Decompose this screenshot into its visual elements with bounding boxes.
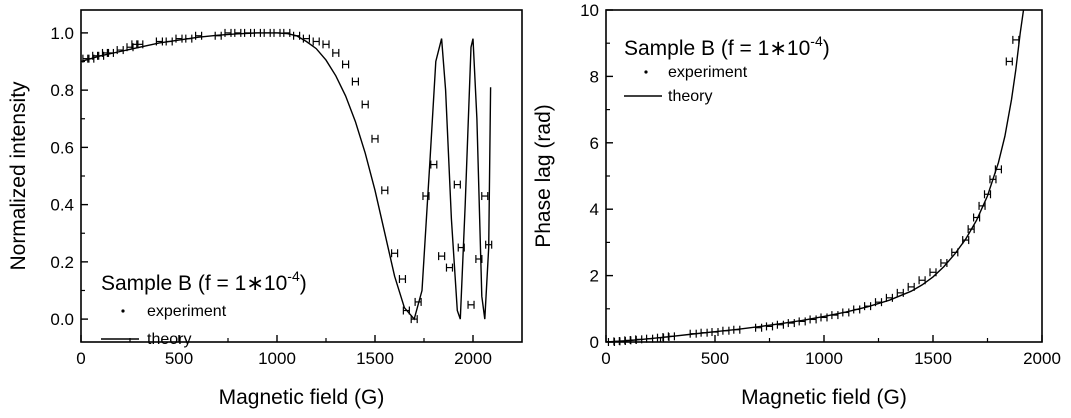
left-panel: 0 500 1000 1500 2000 0.0 0.2 0.4 0.6 0.8 1.0 Magnet…	[7, 9, 523, 409]
right-legend-experiment-marker	[644, 70, 648, 74]
left-experiment-point	[302, 34, 310, 43]
left-ytick-label: 0.2	[50, 253, 74, 272]
right-legend: Sample B (f = 1∗10-4) experiment theory	[624, 33, 830, 105]
right-experiment-point	[896, 288, 904, 297]
left-legend-title: Sample B (f = 1∗10-4)	[101, 268, 307, 295]
left-experiment-point	[195, 31, 203, 40]
right-ytick-label: 10	[580, 1, 599, 20]
right-xtick-label: 0	[601, 349, 610, 368]
left-experiment-point	[175, 34, 183, 43]
left-xtick-label: 2000	[454, 349, 492, 368]
left-xtick-label: 1500	[356, 349, 394, 368]
left-theory-curve	[81, 32, 492, 321]
right-ytick-label: 2	[590, 267, 599, 286]
left-experiment-point	[332, 48, 340, 57]
left-legend: Sample B (f = 1∗10-4) experiment theory	[101, 268, 307, 348]
left-experiment-point	[116, 46, 124, 55]
left-experiment-point	[453, 180, 461, 189]
right-ytick-label: 4	[590, 200, 599, 219]
left-experiment-point	[322, 40, 330, 49]
right-experiment-point	[754, 323, 763, 332]
right-panel: 0 500 1000 1500 2000 0 2 4 6 8 10 Magnetic field (G…	[532, 1, 1061, 409]
right-legend-label-experiment: experiment	[668, 64, 748, 81]
left-experiment-point	[414, 297, 422, 306]
left-experiment-point	[234, 28, 242, 37]
left-ytick-label: 0.6	[50, 138, 74, 157]
right-y-axis-title: Phase lag (rad)	[532, 104, 555, 248]
left-experiment-point	[381, 186, 389, 195]
right-experiment-point	[978, 201, 986, 210]
left-experiment-point	[438, 252, 446, 261]
left-xtick-label: 500	[165, 349, 193, 368]
right-experiment-point	[787, 319, 795, 328]
left-legend-experiment-marker	[121, 309, 125, 313]
left-experiment-point	[430, 160, 438, 169]
right-x-axis-title: Magnetic field (G)	[741, 386, 907, 409]
right-legend-title: Sample B (f = 1∗10-4)	[624, 33, 830, 60]
left-ytick-label: 1.0	[50, 24, 74, 43]
left-experiment-point	[312, 37, 320, 46]
right-experiment-point	[1012, 35, 1020, 44]
right-xtick-label: 2000	[1023, 349, 1061, 368]
left-xtick-label: 1000	[258, 349, 296, 368]
left-ytick-label: 0.0	[50, 310, 74, 329]
left-experiment-point	[342, 60, 350, 69]
left-experiment-point	[224, 28, 232, 37]
left-x-axis-title: Magnetic field (G)	[219, 386, 385, 409]
left-experiment-point	[445, 263, 454, 272]
left-experiment-point	[481, 192, 489, 201]
right-experiment-point	[776, 320, 785, 329]
left-xtick-label: 0	[76, 349, 85, 368]
left-experiment-point	[361, 100, 369, 109]
left-legend-label-experiment: experiment	[147, 303, 227, 320]
left-experiment-point	[371, 134, 379, 143]
right-ytick-label: 6	[590, 134, 599, 153]
right-xtick-label: 1500	[914, 349, 952, 368]
left-experiment-point	[398, 275, 407, 284]
left-ytick-label: 0.4	[50, 196, 74, 215]
left-experiment-point	[467, 300, 475, 309]
left-experiment-point	[391, 249, 399, 258]
right-ytick-label: 0	[590, 333, 599, 352]
left-legend-label-theory: theory	[147, 331, 191, 348]
right-experiment-point	[1005, 57, 1013, 66]
right-xtick-label: 500	[701, 349, 729, 368]
left-y-axis-title: Normalized intensity	[7, 81, 30, 271]
right-legend-label-theory: theory	[668, 88, 712, 105]
right-experiment-point	[765, 322, 774, 331]
right-ytick-label: 8	[590, 67, 599, 86]
left-ytick-label: 0.8	[50, 81, 74, 100]
right-xtick-label: 1000	[805, 349, 843, 368]
right-theory-curve	[606, 10, 1025, 342]
left-experiment-point	[155, 37, 163, 46]
right-experiment-point	[951, 248, 959, 257]
left-experiment-point	[351, 77, 359, 86]
